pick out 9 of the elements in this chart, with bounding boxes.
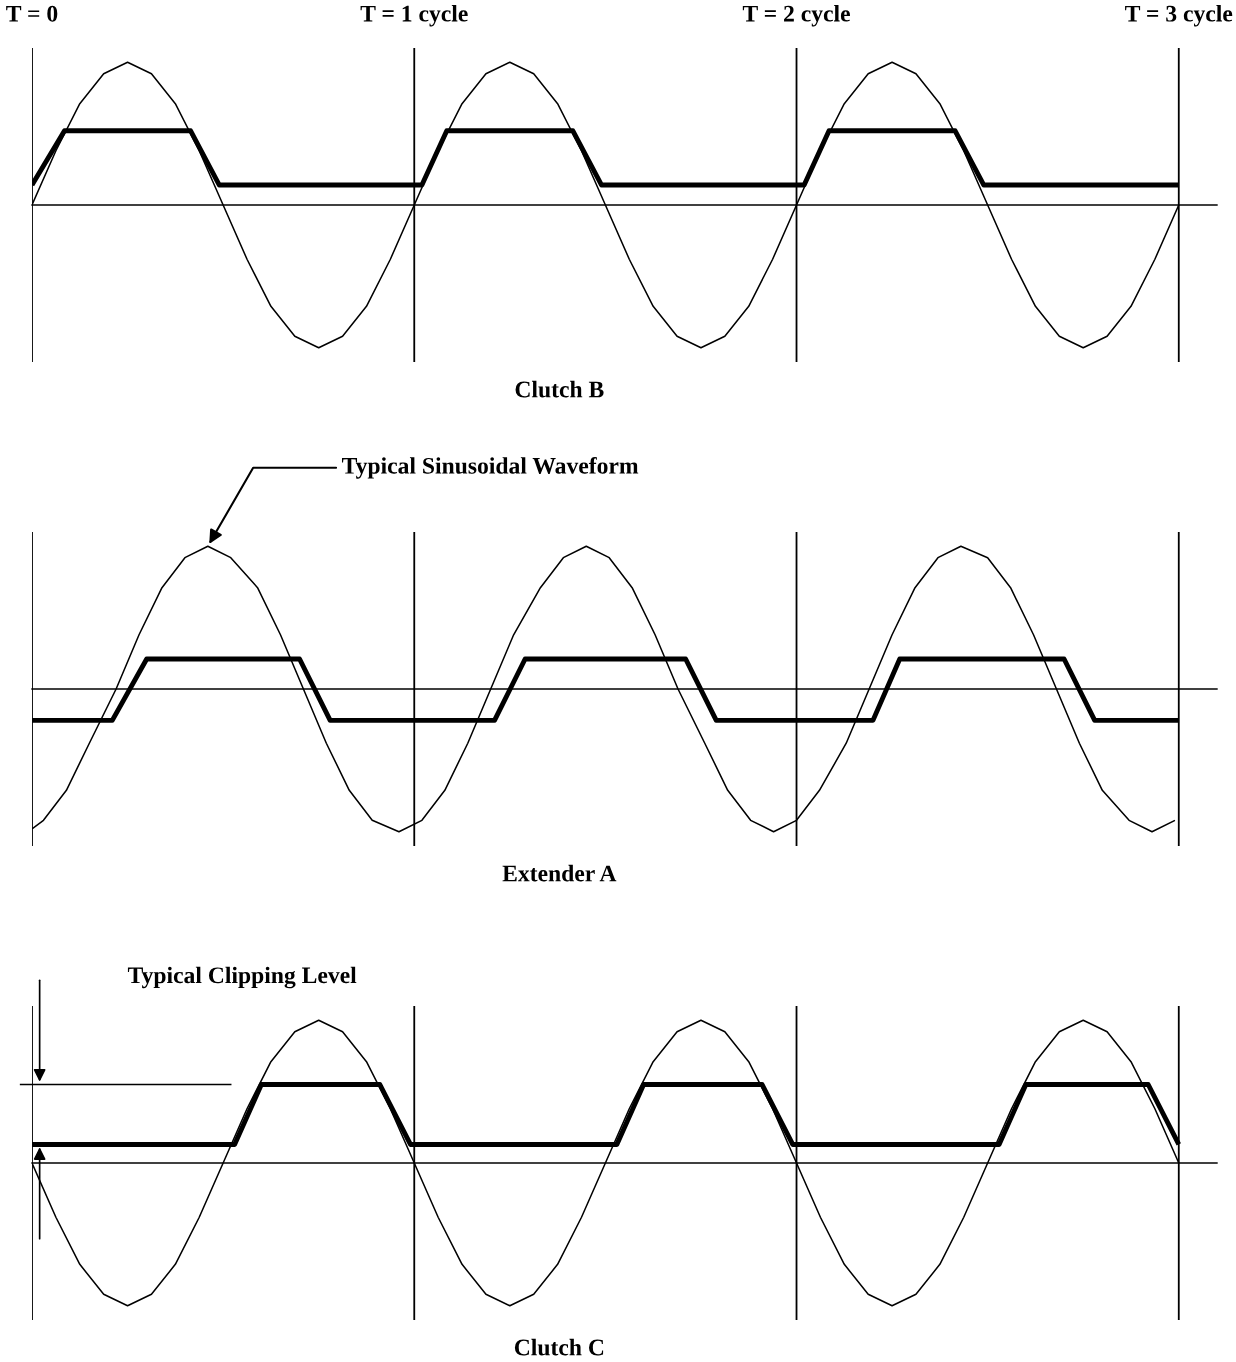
text: Typical Clipping Level <box>127 966 357 989</box>
annotation: Typical Sinusoidal Waveform <box>342 456 639 479</box>
x-tick-label: T = 2 cycle <box>742 4 850 27</box>
x-axis-title: Extender A <box>502 864 617 882</box>
x-axis-title: Clutch C <box>514 1338 604 1356</box>
x-axis-title: Clutch B <box>515 380 604 398</box>
x-tick-label: T = 1 cycle <box>360 4 468 27</box>
x-tick-label: T = 3 cycle <box>1125 4 1233 27</box>
x-tick-label: T = 0 <box>6 5 58 22</box>
